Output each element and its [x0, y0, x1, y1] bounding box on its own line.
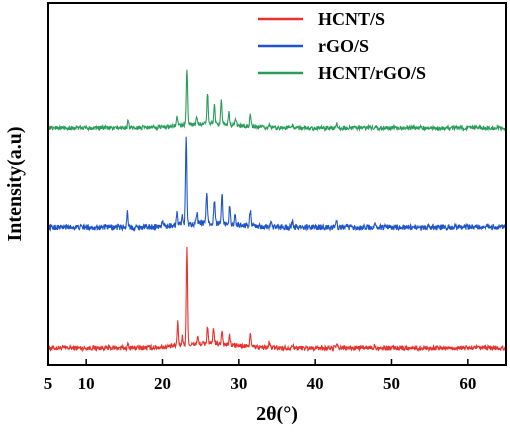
x-tick-label-40: 40	[307, 374, 324, 393]
x-axis-ticks: 5 10 20 30 40 50 60	[44, 359, 476, 393]
y-axis-title: Intensity(a.u)	[4, 126, 26, 241]
x-tick-label-10: 10	[78, 374, 95, 393]
series-line-hcnt-rgo-s	[47, 69, 507, 132]
x-tick-label-30: 30	[230, 374, 247, 393]
series-line-hcnt-s	[47, 246, 507, 353]
legend-label-1: rGO/S	[318, 36, 369, 56]
x-axis-title: 2θ(°)	[256, 403, 298, 425]
x-tick-label-20: 20	[154, 374, 171, 393]
x-tick-label-60: 60	[459, 374, 476, 393]
x-tick-label-50: 50	[383, 374, 400, 393]
legend: HCNT/S rGO/S HCNT/rGO/S	[258, 9, 426, 83]
legend-label-2: HCNT/rGO/S	[318, 63, 426, 83]
legend-label-0: HCNT/S	[318, 9, 385, 29]
x-tick-label-5: 5	[44, 374, 53, 393]
series-line-rgo-s	[47, 136, 507, 232]
plot-frame	[47, 2, 507, 366]
series-traces	[47, 69, 507, 353]
